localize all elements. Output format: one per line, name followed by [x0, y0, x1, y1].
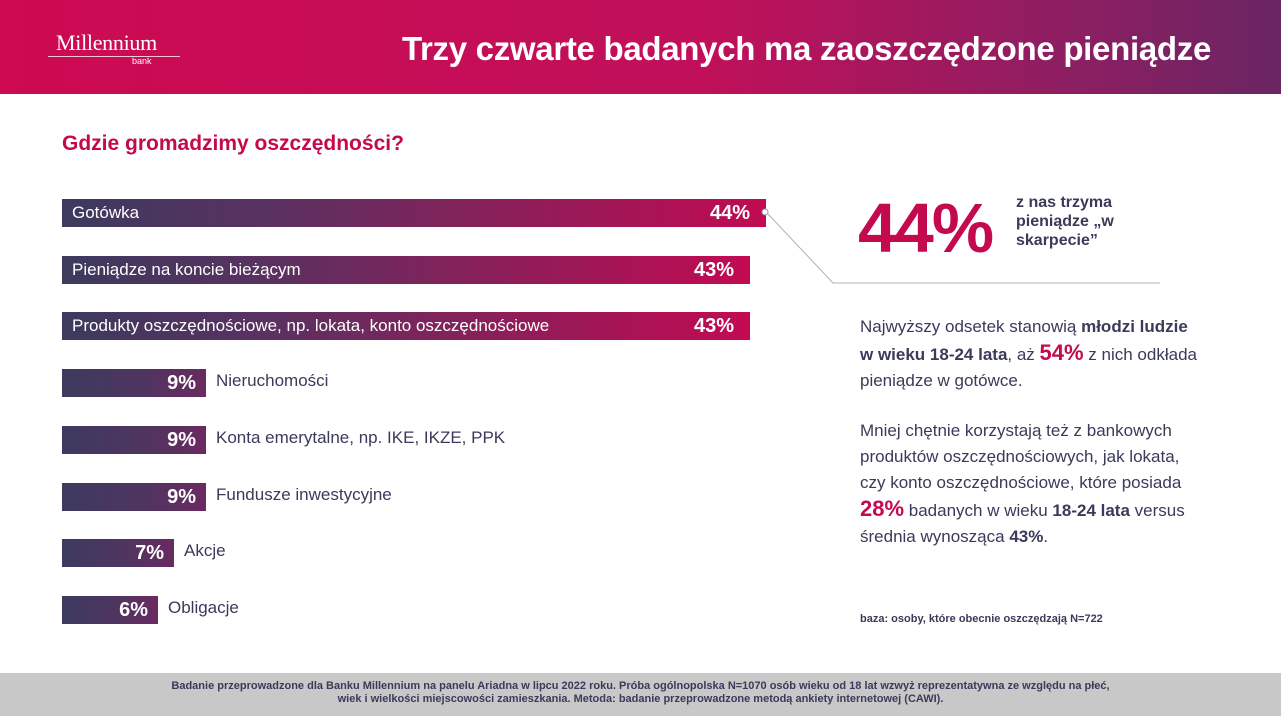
logo-underline: [48, 56, 180, 57]
footer-line-2: wiek i wielkości miejscowości zamieszkan…: [337, 693, 944, 705]
bar-value-label: 43%: [693, 259, 734, 281]
text1-c: , aż: [1007, 345, 1040, 364]
text2-d: 18-24 lata: [1052, 501, 1130, 520]
text1-b: młodzi ludzie w wieku 18-24 lata: [860, 317, 1188, 364]
bar-category-label: Pieniądze na koncie bieżącym: [72, 260, 301, 279]
footer-note: Badanie przeprowadzone dla Banku Millenn…: [0, 673, 1281, 716]
text1-e: z nich odkłada pieniądze w gotówce.: [860, 345, 1197, 390]
logo-name: Millennium: [56, 30, 157, 55]
bar-1: 44% Gotówka: [62, 199, 766, 227]
bar-category-label: Fundusze inwestycyjne: [216, 485, 392, 504]
bar-2: 43% Pieniądze na koncie bieżącym: [62, 256, 750, 284]
bar-category-label: Akcje: [184, 541, 226, 560]
millennium-logo: Millennium bank: [48, 30, 180, 70]
bar-4: 9% Nieruchomości: [62, 369, 328, 397]
bar-value-label: 9%: [167, 486, 196, 508]
bar-category-label: Obligacje: [168, 598, 239, 617]
bar-3: 43% Produkty oszczędnościowe, np. lokata,…: [62, 312, 750, 340]
bar-8: 6% Obligacje: [62, 596, 239, 624]
chart-title: Gdzie gromadzimy oszczędności?: [62, 132, 404, 155]
text-savings-products: Mniej chętnie korzystają też z bankowych…: [860, 418, 1200, 550]
bar-value-label: 9%: [167, 372, 196, 394]
bar-chart: 44% Gotówka 43% Pieniądze na koncie bieżący…: [62, 199, 766, 624]
text2-e: versus średnia wynosząca: [860, 501, 1185, 546]
text1-a: Najwyższy odsetek stanowią: [860, 317, 1082, 336]
highlight-caption: z nas trzyma pieniądze „w skarpecie”: [1016, 194, 1114, 249]
text2-f: 43%: [1009, 527, 1044, 546]
bar-5: 9% Konta emerytalne, np. IKE, IKZE, PPK: [62, 426, 505, 454]
bar-category-label: Produkty oszczędnościowe, np. lokata, ko…: [72, 316, 550, 335]
bar-value-label: 43%: [693, 315, 734, 337]
bar-7: 7% Akcje: [62, 539, 226, 567]
logo-sub: bank: [132, 56, 152, 66]
page-title: Trzy czwarte badanych ma zaoszczędzone p…: [401, 30, 1211, 67]
bar-category-label: Konta emerytalne, np. IKE, IKZE, PPK: [216, 428, 506, 447]
bar-value-label: 7%: [135, 542, 164, 564]
text2-a: Mniej chętnie korzystają też z bankowych…: [860, 421, 1182, 492]
text2-c: badanych w wieku: [904, 501, 1053, 520]
bar-category-label: Gotówka: [72, 203, 140, 222]
bar-category-label: Nieruchomości: [216, 371, 329, 390]
bar-value-label: 6%: [119, 599, 148, 621]
text-young-cash: Najwyższy odsetek stanowią młodzi ludzie…: [860, 314, 1200, 394]
text2-b: 28%: [860, 496, 905, 521]
highlight-value: 44%: [858, 189, 994, 267]
bar-value-label: 9%: [167, 429, 196, 451]
footer-line-1: Badanie przeprowadzone dla Banku Millenn…: [171, 680, 1110, 692]
header-banner: Millennium bank Trzy czwarte badanych ma…: [0, 0, 1281, 94]
bar-value-label: 44%: [709, 202, 750, 224]
base-note: baza: osoby, które obecnie oszczędzają N…: [860, 613, 1103, 625]
text2-g: .: [1043, 527, 1049, 546]
text1-d: 54%: [1039, 340, 1084, 365]
bar-6: 9% Fundusze inwestycyjne: [62, 483, 392, 511]
